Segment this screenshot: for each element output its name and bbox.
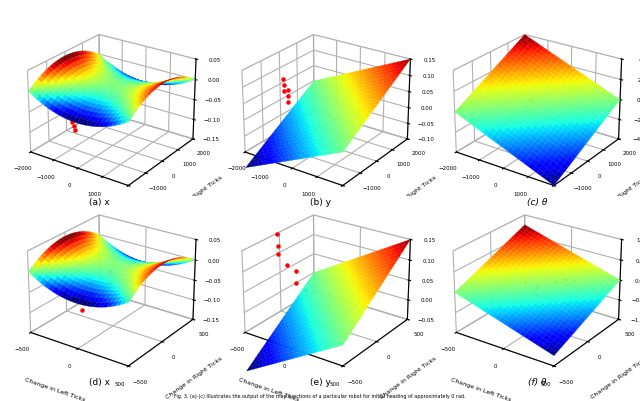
X-axis label: Change in Left Ticks: Change in Left Ticks [24, 197, 86, 223]
Text: (f) θ: (f) θ [529, 378, 547, 387]
Y-axis label: Change in Right Ticks: Change in Right Ticks [591, 356, 640, 399]
Text: (a) x: (a) x [89, 198, 109, 207]
X-axis label: Change in Left Ticks: Change in Left Ticks [238, 197, 300, 223]
Text: (e) y: (e) y [310, 378, 330, 387]
Y-axis label: Change in Right Ticks: Change in Right Ticks [380, 356, 438, 399]
Text: Fig. 3. (a)-(c) Illustrates the output of the map functions of a particular robo: Fig. 3. (a)-(c) Illustrates the output o… [174, 394, 466, 399]
Y-axis label: Change in Right Ticks: Change in Right Ticks [591, 175, 640, 219]
Y-axis label: Change in Right Ticks: Change in Right Ticks [165, 356, 223, 399]
Text: (d) x: (d) x [89, 378, 109, 387]
X-axis label: Change in Left Ticks: Change in Left Ticks [24, 377, 86, 401]
Text: (b) y: (b) y [310, 198, 330, 207]
Text: (c) θ: (c) θ [527, 198, 548, 207]
X-axis label: Change in Left Ticks: Change in Left Ticks [449, 377, 511, 401]
Y-axis label: Change in Right Ticks: Change in Right Ticks [380, 175, 438, 219]
X-axis label: Change in Left Ticks: Change in Left Ticks [449, 197, 511, 223]
X-axis label: Change in Left Ticks: Change in Left Ticks [238, 377, 300, 401]
Y-axis label: Change in Right Ticks: Change in Right Ticks [165, 175, 223, 219]
